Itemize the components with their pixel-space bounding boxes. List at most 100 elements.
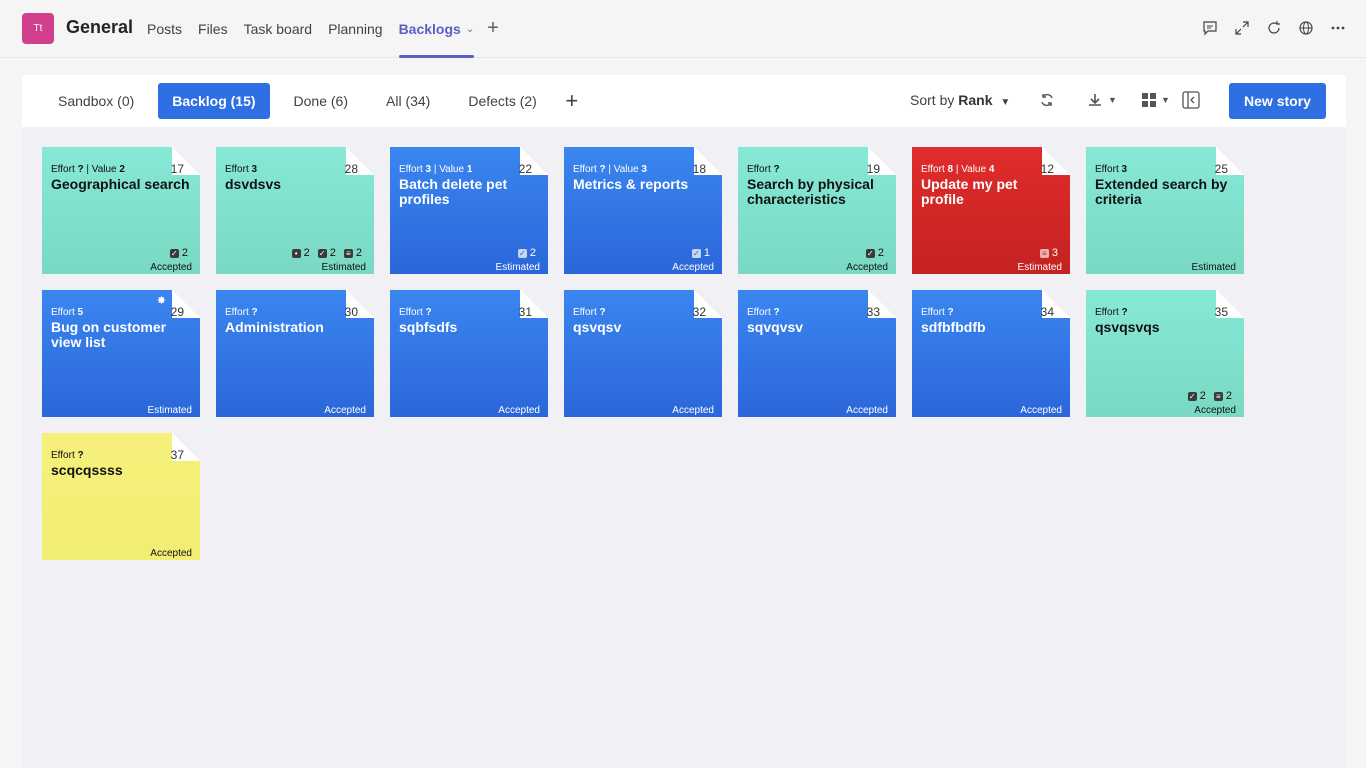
chat-icon[interactable] xyxy=(1200,18,1220,38)
card-status: Accepted xyxy=(846,262,888,273)
sync-icon[interactable] xyxy=(1032,89,1062,111)
card-status: Estimated xyxy=(1191,262,1236,273)
card-corner-fold xyxy=(868,147,896,175)
add-view-button[interactable]: + xyxy=(565,88,579,113)
more-icon[interactable] xyxy=(1328,18,1348,38)
card-meta: Effort 8 | Value 4 xyxy=(921,164,994,175)
effort-value: ? xyxy=(599,307,606,318)
card-number: 28 xyxy=(344,162,358,176)
card-corner-fold xyxy=(1042,290,1070,318)
story-card[interactable]: 34 Effort ? sdfbfbdfb Accepted xyxy=(912,290,1070,417)
card-badges: ≡ 3 xyxy=(921,247,1058,259)
story-card[interactable]: 30 Effort ? Administration Accepted xyxy=(216,290,374,417)
list-icon: ≡ xyxy=(1039,248,1049,258)
card-badge: ✓ 2 xyxy=(317,247,336,259)
tab-task-board[interactable]: Task board xyxy=(243,21,313,37)
value-value: 4 xyxy=(988,164,995,175)
effort-label: Effort xyxy=(51,450,78,461)
effort-label: Effort xyxy=(747,164,774,175)
card-title: Bug on customer view list xyxy=(51,319,167,350)
check-icon: ✓ xyxy=(169,248,179,258)
chevron-down-icon: ▼ xyxy=(1108,95,1117,105)
badge-count: 2 xyxy=(303,247,310,259)
tab-posts[interactable]: Posts xyxy=(147,21,183,37)
effort-value: 3 xyxy=(425,164,432,175)
story-card[interactable]: 25 Effort 3 Extended search by criteria Est… xyxy=(1086,147,1244,274)
bug-icon: ✸ xyxy=(156,295,166,307)
card-status: Estimated xyxy=(1017,262,1062,273)
sort-value: Rank xyxy=(958,92,993,108)
card-meta: Effort 3 xyxy=(225,164,257,175)
card-title: Search by physical characteristics xyxy=(747,176,874,207)
effort-value: ? xyxy=(773,164,780,175)
story-card[interactable]: 17 Effort ? | Value 2 Geographical search ✓… xyxy=(42,147,200,274)
card-number: 33 xyxy=(866,305,880,319)
story-card[interactable]: 33 Effort ? sqvqvsv Accepted xyxy=(738,290,896,417)
list-icon: ≡ xyxy=(1213,391,1223,401)
tab-done[interactable]: Done (6) xyxy=(293,93,348,109)
card-number: 37 xyxy=(170,448,184,462)
new-story-button[interactable]: New story xyxy=(1229,83,1326,119)
story-card[interactable]: 35 Effort ? qsvqsvqs ✓ 2 ≡ 2 Accepted xyxy=(1086,290,1244,417)
card-number: 17 xyxy=(170,162,184,176)
story-card[interactable]: 29 Effort 5 ✸ Bug on customer view list Esti… xyxy=(42,290,200,417)
card-corner-fold xyxy=(694,147,722,175)
refresh-icon[interactable] xyxy=(1264,18,1284,38)
card-badges: ✓ 1 xyxy=(573,247,710,259)
story-card[interactable]: 18 Effort ? | Value 3 Metrics & reports ✓ 1 A… xyxy=(564,147,722,274)
card-badge: ✓ 1 xyxy=(691,247,710,259)
effort-label: Effort xyxy=(225,307,252,318)
story-card[interactable]: 12 Effort 8 | Value 4 Update my pet profil… xyxy=(912,147,1070,274)
card-badge: ✓ 2 xyxy=(517,247,536,259)
tab-all[interactable]: All (34) xyxy=(386,93,431,109)
card-corner-fold xyxy=(694,290,722,318)
globe-icon[interactable] xyxy=(1296,18,1316,38)
effort-label: Effort xyxy=(1095,164,1122,175)
story-card[interactable]: 37 Effort ? scqcqssss Accepted xyxy=(42,433,200,560)
effort-value: ? xyxy=(947,307,954,318)
tab-files[interactable]: Files xyxy=(198,21,228,37)
team-avatar[interactable]: Tt xyxy=(22,13,54,44)
card-title: Administration xyxy=(225,319,324,335)
card-meta: Effort ? | Value 2 xyxy=(51,164,125,175)
story-card[interactable]: 19 Effort ? Search by physical characteris… xyxy=(738,147,896,274)
backlog-app: Sandbox (0) Backlog (15) Done (6) All (3… xyxy=(22,75,1346,768)
card-title: Update my pet profile xyxy=(921,176,1018,207)
attachment-icon: • xyxy=(291,248,301,258)
story-card[interactable]: 32 Effort ? qsvqsv Accepted xyxy=(564,290,722,417)
tab-sandbox[interactable]: Sandbox (0) xyxy=(58,93,135,109)
sort-dropdown[interactable]: Sort by Rank ▼ xyxy=(910,92,1010,108)
download-icon[interactable]: ▼ xyxy=(1080,89,1124,111)
collapse-panel-icon[interactable] xyxy=(1180,89,1202,111)
tab-backlogs[interactable]: Backlogs ⌄ xyxy=(398,0,474,58)
tab-planning[interactable]: Planning xyxy=(328,21,383,37)
tab-defects[interactable]: Defects (2) xyxy=(468,93,537,109)
effort-label: Effort xyxy=(51,307,78,318)
tab-backlog[interactable]: Backlog (15) xyxy=(158,83,270,119)
value-value: 2 xyxy=(119,164,125,175)
card-badges: ✓ 2 xyxy=(399,247,536,259)
effort-value: 3 xyxy=(251,164,258,175)
card-status: Accepted xyxy=(498,405,540,416)
add-tab-button[interactable]: + xyxy=(487,17,499,39)
effort-value: ? xyxy=(77,450,84,461)
story-card[interactable]: 28 Effort 3 dsvdsvs • 2 ✓ 2 ≡ 2 Estimated xyxy=(216,147,374,274)
card-number: 34 xyxy=(1040,305,1054,319)
effort-value: ? xyxy=(425,307,432,318)
card-badges: • 2 ✓ 2 ≡ 2 xyxy=(225,247,362,259)
card-corner-fold xyxy=(868,290,896,318)
toolbar-icons: ▼ ▼ xyxy=(1032,89,1202,111)
chevron-down-icon: ▼ xyxy=(1161,95,1170,105)
effort-value: 3 xyxy=(1121,164,1128,175)
card-title: qsvqsvqs xyxy=(1095,319,1160,335)
expand-icon[interactable] xyxy=(1232,18,1252,38)
card-corner-fold xyxy=(1216,290,1244,318)
story-card[interactable]: 22 Effort 3 | Value 1 Batch delete pet pro… xyxy=(390,147,548,274)
card-number: 32 xyxy=(692,305,706,319)
card-title: qsvqsv xyxy=(573,319,622,335)
story-card[interactable]: 31 Effort ? sqbfsdfs Accepted xyxy=(390,290,548,417)
effort-label: Effort xyxy=(921,164,948,175)
grid-view-icon[interactable]: ▼ xyxy=(1136,89,1176,111)
card-corner-fold xyxy=(346,147,374,175)
card-meta: Effort ? xyxy=(573,307,606,318)
